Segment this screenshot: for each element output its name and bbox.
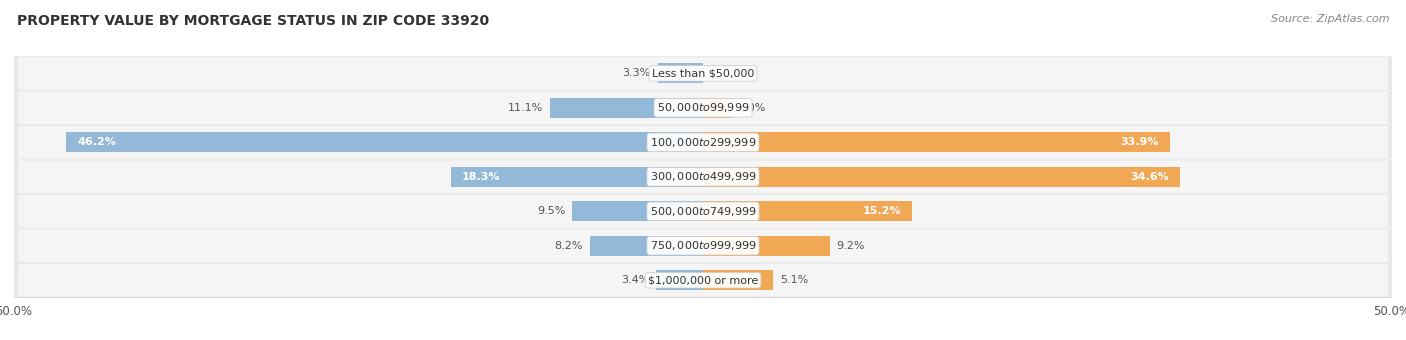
Text: 15.2%: 15.2%	[863, 206, 901, 216]
Text: 33.9%: 33.9%	[1121, 137, 1159, 147]
Text: Source: ZipAtlas.com: Source: ZipAtlas.com	[1271, 14, 1389, 23]
FancyBboxPatch shape	[14, 56, 1392, 90]
FancyBboxPatch shape	[18, 160, 1388, 193]
Bar	[658, 63, 703, 83]
Bar	[657, 270, 703, 290]
Bar	[66, 132, 703, 152]
FancyBboxPatch shape	[18, 230, 1388, 262]
Text: 18.3%: 18.3%	[461, 172, 501, 182]
Text: 11.1%: 11.1%	[508, 103, 543, 113]
Text: 9.5%: 9.5%	[537, 206, 565, 216]
Text: 5.1%: 5.1%	[780, 275, 808, 285]
FancyBboxPatch shape	[18, 92, 1388, 124]
Bar	[550, 98, 703, 118]
FancyBboxPatch shape	[14, 194, 1392, 228]
Text: Less than $50,000: Less than $50,000	[652, 68, 754, 78]
Bar	[703, 167, 1180, 187]
Text: $50,000 to $99,999: $50,000 to $99,999	[657, 101, 749, 114]
Bar	[451, 167, 703, 187]
Bar	[703, 201, 912, 221]
Text: 8.2%: 8.2%	[554, 241, 583, 251]
Text: $100,000 to $299,999: $100,000 to $299,999	[650, 136, 756, 149]
Bar	[591, 236, 703, 256]
Text: $300,000 to $499,999: $300,000 to $499,999	[650, 170, 756, 183]
Text: 3.4%: 3.4%	[621, 275, 650, 285]
FancyBboxPatch shape	[14, 90, 1392, 125]
Bar	[703, 236, 830, 256]
Text: PROPERTY VALUE BY MORTGAGE STATUS IN ZIP CODE 33920: PROPERTY VALUE BY MORTGAGE STATUS IN ZIP…	[17, 14, 489, 28]
Bar	[572, 201, 703, 221]
FancyBboxPatch shape	[18, 126, 1388, 158]
Text: $1,000,000 or more: $1,000,000 or more	[648, 275, 758, 285]
Bar	[703, 270, 773, 290]
Text: 46.2%: 46.2%	[77, 137, 117, 147]
FancyBboxPatch shape	[18, 264, 1388, 296]
Bar	[703, 132, 1170, 152]
Text: 2.0%: 2.0%	[738, 103, 766, 113]
Text: 9.2%: 9.2%	[837, 241, 865, 251]
Text: 3.3%: 3.3%	[623, 68, 651, 78]
FancyBboxPatch shape	[14, 125, 1392, 159]
Text: $750,000 to $999,999: $750,000 to $999,999	[650, 239, 756, 252]
Text: $500,000 to $749,999: $500,000 to $749,999	[650, 205, 756, 218]
FancyBboxPatch shape	[14, 263, 1392, 298]
FancyBboxPatch shape	[18, 195, 1388, 227]
FancyBboxPatch shape	[14, 159, 1392, 194]
Text: 34.6%: 34.6%	[1130, 172, 1168, 182]
Bar	[703, 98, 731, 118]
FancyBboxPatch shape	[14, 228, 1392, 263]
FancyBboxPatch shape	[18, 57, 1388, 89]
